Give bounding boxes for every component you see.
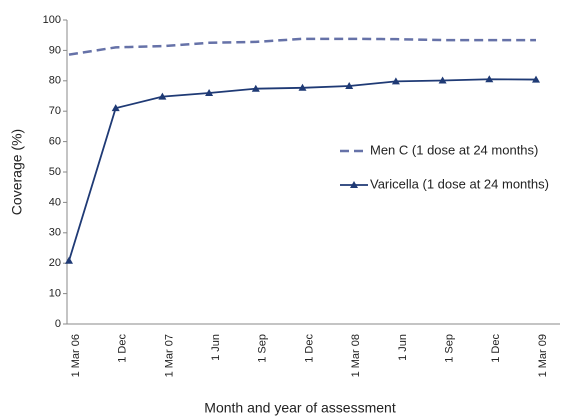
- x-tick-label: 1 Mar 09: [537, 334, 549, 377]
- series-marker: [158, 92, 167, 100]
- y-tick-label: 70: [49, 105, 61, 117]
- x-tick-label: 1 Dec: [117, 334, 129, 363]
- x-tick-label: 1 Dec: [303, 334, 315, 363]
- x-tick-label: 1 Jun: [397, 334, 409, 361]
- series-marker: [391, 77, 400, 85]
- x-tick-label: 1 Sep: [257, 334, 269, 363]
- y-tick-label: 20: [49, 257, 61, 269]
- series-marker: [65, 256, 73, 264]
- y-tick-label: 0: [55, 318, 61, 330]
- y-tick-label: 50: [49, 166, 61, 178]
- series-marker: [251, 84, 260, 92]
- series-marker: [485, 75, 494, 83]
- y-tick-label: 40: [49, 196, 61, 208]
- series-marker: [345, 81, 354, 89]
- x-tick-label: 1 Mar 07: [163, 334, 175, 377]
- y-tick-label: 80: [49, 75, 61, 87]
- y-tick-label: 100: [43, 14, 61, 26]
- legend-marker: [350, 181, 358, 188]
- y-tick-label: 90: [49, 44, 61, 56]
- y-axis-title: Coverage (%): [9, 129, 25, 215]
- series-marker: [205, 88, 214, 96]
- x-tick-label: 1 Mar 06: [70, 334, 82, 377]
- series-line: [68, 78, 537, 262]
- y-tick-label: 30: [49, 227, 61, 239]
- series-marker: [532, 75, 540, 83]
- series-line: [68, 37, 536, 56]
- x-tick-label: 1 Jun: [210, 334, 222, 361]
- series-marker: [111, 104, 120, 112]
- x-tick-label: 1 Mar 08: [350, 334, 362, 377]
- y-tick-label: 10: [49, 288, 61, 300]
- x-axis-title: Month and year of assessment: [204, 400, 396, 416]
- y-tick-label: 60: [49, 136, 61, 148]
- series-marker: [298, 83, 307, 91]
- legend-label: Men C (1 dose at 24 months): [370, 142, 538, 157]
- x-tick-label: 1 Sep: [444, 334, 456, 363]
- series-marker: [438, 76, 447, 84]
- legend-label: Varicella (1 dose at 24 months): [370, 176, 549, 191]
- x-tick-label: 1 Dec: [490, 334, 502, 363]
